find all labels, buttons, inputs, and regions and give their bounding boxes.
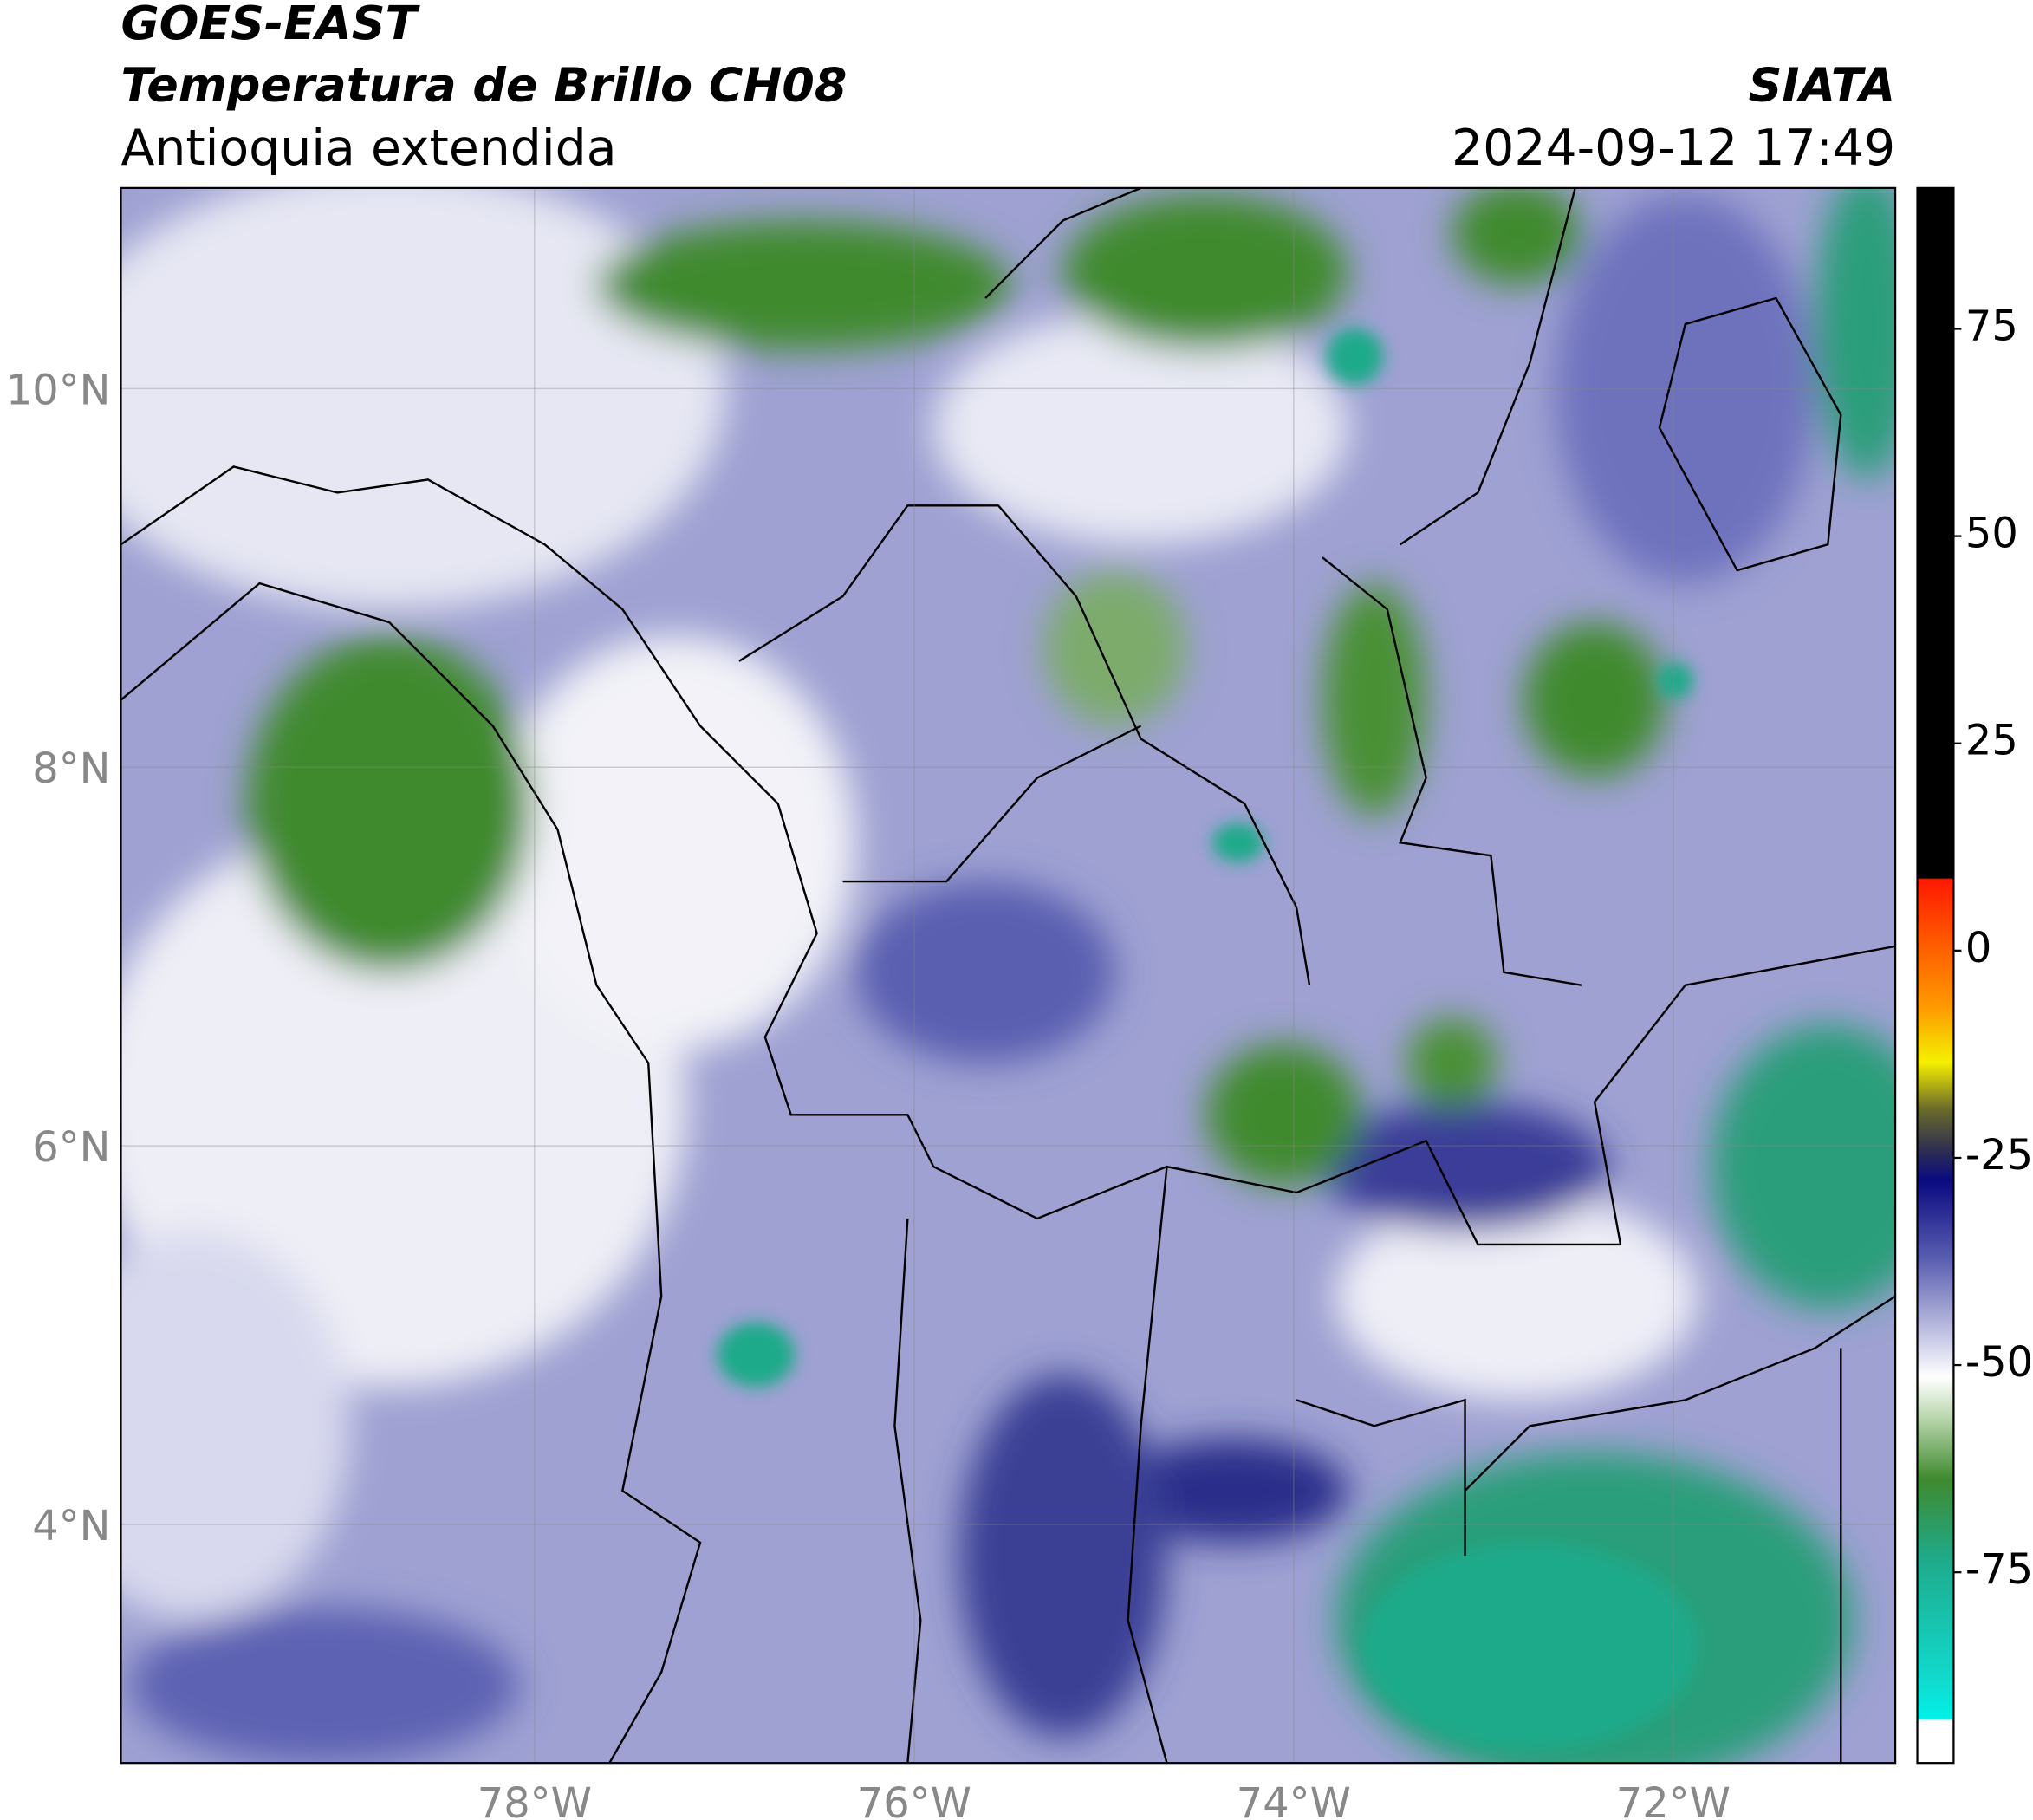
source: SIATA [1749, 58, 1896, 113]
colorbar-tick-label: 75 [1965, 302, 2018, 350]
datetime: 2024-09-12 17:49 [1452, 120, 1895, 177]
x-tick-label: 78°W [477, 1780, 592, 1820]
map-frame [120, 186, 1897, 1765]
subtitle: Temperatura de Brillo CH08 [120, 58, 847, 113]
colorbar-tick-label: 0 [1965, 925, 1991, 972]
satellite-image [120, 187, 1896, 1764]
borders [120, 187, 1896, 1764]
colorbar-tick-label: 25 [1965, 718, 2018, 765]
x-tick-label: 74°W [1237, 1780, 1351, 1820]
y-tick-label: 4°N [32, 1503, 110, 1550]
colorbar-tick-label: -50 [1965, 1339, 2033, 1387]
colorbar-tick-label: -25 [1965, 1132, 2033, 1180]
x-tick-label: 72°W [1616, 1780, 1731, 1820]
y-tick-label: 6°N [32, 1124, 110, 1172]
y-tick-label: 10°N [6, 367, 111, 414]
colorbar [1916, 186, 1955, 1765]
colorbar-tick-label: 50 [1965, 510, 2018, 558]
region: Antioquia extendida [120, 120, 616, 177]
y-tick-label: 8°N [32, 745, 110, 793]
x-tick-label: 76°W [857, 1780, 971, 1820]
title: GOES-EAST [120, 0, 420, 50]
colorbar-tick-label: -75 [1965, 1546, 2033, 1594]
